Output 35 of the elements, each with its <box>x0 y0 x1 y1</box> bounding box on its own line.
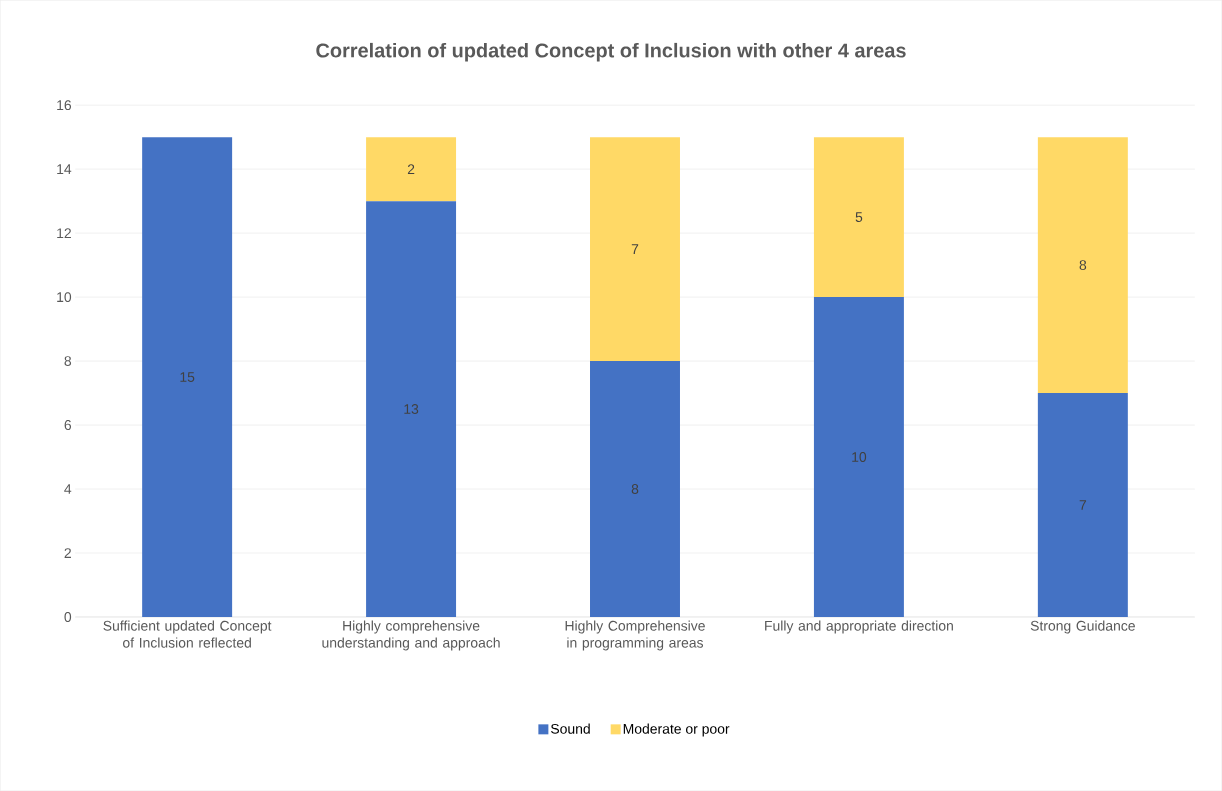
chart-title: Correlation of updated Concept of Inclusion with other 4 areas <box>316 42 906 62</box>
y-tick-label: 10 <box>57 292 72 302</box>
y-tick-label: 4 <box>64 484 72 494</box>
bar <box>813 297 904 617</box>
bar <box>813 137 904 298</box>
data-label: 8 <box>631 484 639 494</box>
y-tick-label: 2 <box>64 548 71 558</box>
x-tick-label: Highly Comprehensive in programming areas <box>565 620 705 651</box>
x-tick-label: Highly comprehensive understanding and approach <box>322 620 500 651</box>
y-tick-label: 12 <box>57 228 71 238</box>
data-label: 7 <box>1079 500 1087 510</box>
bar <box>590 361 680 617</box>
bar <box>366 201 457 617</box>
bar <box>590 137 680 362</box>
data-label: 13 <box>404 404 419 414</box>
data-label: 5 <box>855 212 863 222</box>
data-label: 7 <box>631 244 639 254</box>
data-label: 2 <box>407 164 415 174</box>
legend-label: Sound <box>551 723 590 734</box>
data-label: 15 <box>180 372 195 382</box>
bar <box>1037 137 1128 394</box>
x-tick-label: Strong Guidance <box>1030 620 1135 634</box>
y-tick-label: 6 <box>64 420 72 430</box>
y-tick-label: 8 <box>64 356 72 366</box>
bar <box>142 137 233 617</box>
y-tick-label: 16 <box>57 100 72 111</box>
x-tick-label: Fully and appropriate direction <box>765 620 953 634</box>
data-label: 10 <box>852 452 867 462</box>
data-label: 8 <box>1079 260 1087 270</box>
x-tick-label: Sufficient updated Concept of Inclusion reflected <box>103 620 272 648</box>
legend-label: Moderate or poor <box>623 723 730 737</box>
y-tick-label: 14 <box>57 164 72 174</box>
bar <box>366 137 457 202</box>
y-tick-label: 0 <box>64 611 72 622</box>
bar <box>1037 393 1128 617</box>
